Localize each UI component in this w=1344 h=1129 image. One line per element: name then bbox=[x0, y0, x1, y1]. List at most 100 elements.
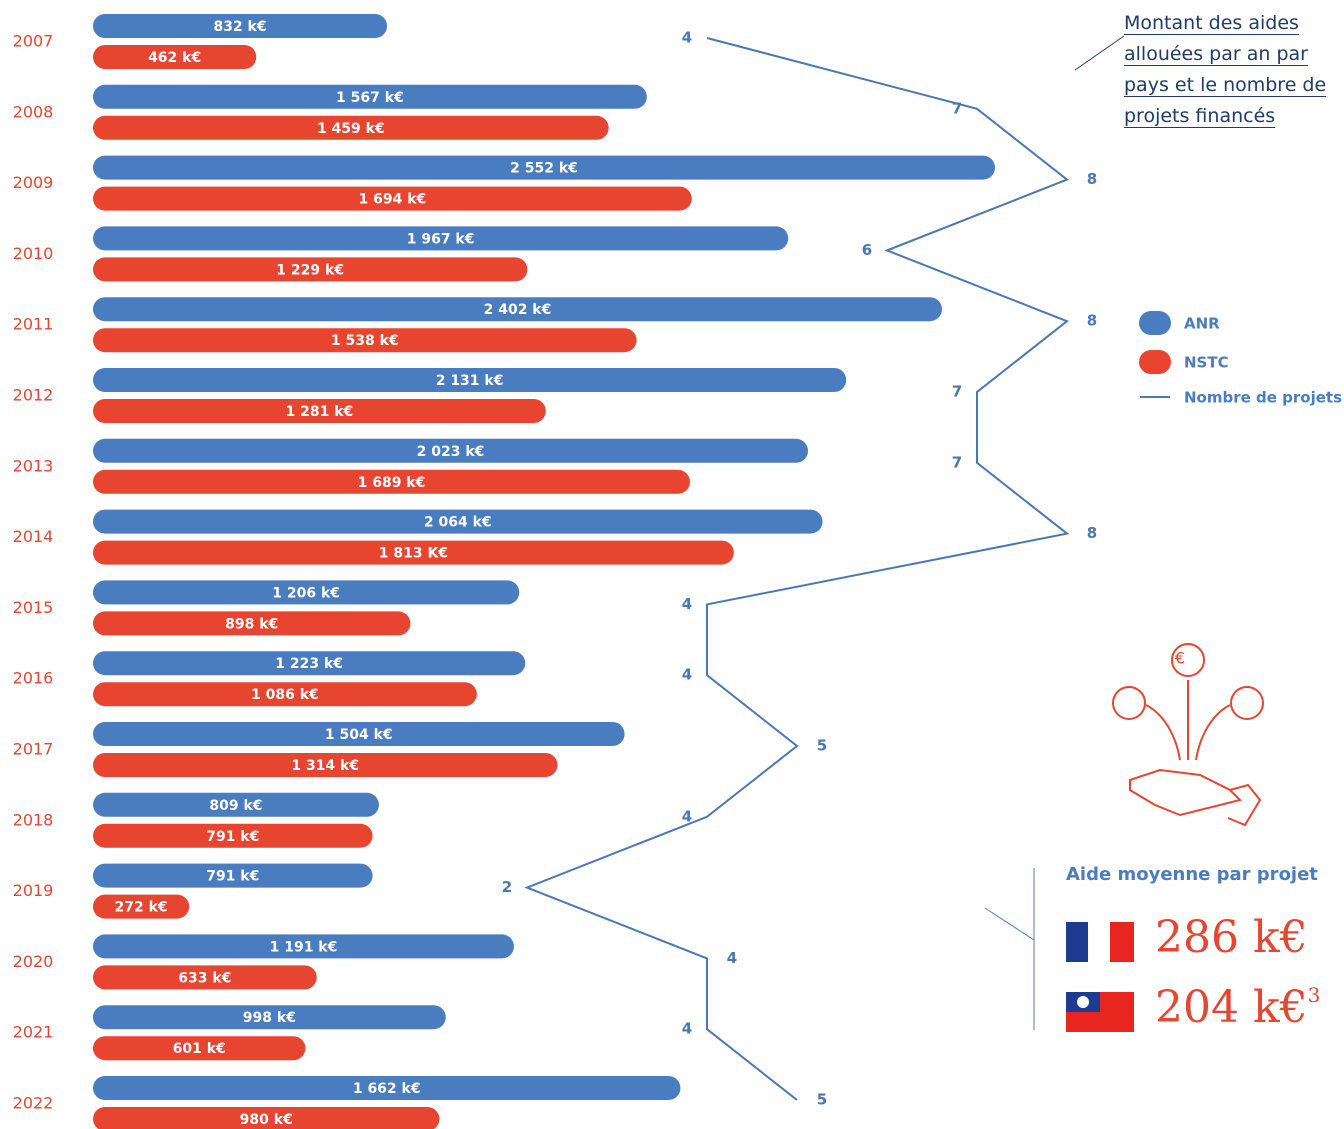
projects-label: 6 bbox=[862, 241, 872, 259]
bar bbox=[93, 45, 257, 69]
bar-label: 1 689 k€ bbox=[358, 475, 426, 491]
bar-label: 1 538 k€ bbox=[331, 333, 399, 349]
bar bbox=[93, 438, 809, 463]
bar-label: 980 k€ bbox=[240, 1112, 293, 1128]
bar-label: 832 k€ bbox=[213, 19, 266, 35]
bar bbox=[93, 257, 528, 282]
flag-taiwan bbox=[1066, 992, 1134, 1032]
projects-label: 4 bbox=[727, 949, 737, 967]
projects-label: 2 bbox=[502, 878, 512, 896]
divider-leader bbox=[984, 907, 1035, 941]
bar bbox=[93, 934, 514, 959]
bar bbox=[93, 399, 546, 423]
year-label: 2007 bbox=[13, 32, 54, 51]
bar bbox=[93, 1076, 681, 1100]
projects-label: 5 bbox=[817, 737, 827, 755]
legend-label: Nombre de projets bbox=[1184, 389, 1342, 407]
year-label: 2011 bbox=[13, 315, 54, 334]
bar-label: 1 191 k€ bbox=[270, 939, 338, 955]
average-taiwan: 204 k€ bbox=[1155, 982, 1308, 1033]
year-label: 2018 bbox=[13, 810, 54, 829]
bar bbox=[93, 1107, 440, 1129]
bar-label: 601 k€ bbox=[173, 1041, 226, 1057]
projects-label: 8 bbox=[1087, 312, 1097, 330]
projects-line bbox=[524, 37, 1070, 1101]
bar bbox=[93, 823, 373, 848]
bar-label: 633 k€ bbox=[178, 970, 231, 986]
bar bbox=[93, 297, 942, 322]
projects-label: 7 bbox=[952, 383, 962, 401]
bar bbox=[93, 155, 995, 180]
projects-label: 8 bbox=[1087, 524, 1097, 542]
bar bbox=[93, 186, 692, 211]
bar bbox=[93, 226, 789, 251]
bar-label: 1 086 k€ bbox=[251, 687, 319, 703]
bar-label: 898 k€ bbox=[225, 616, 278, 632]
bar bbox=[93, 1036, 306, 1061]
bar-label: 998 k€ bbox=[243, 1010, 296, 1026]
bar-label: 2 064 k€ bbox=[424, 515, 492, 531]
year-label: 2019 bbox=[13, 881, 54, 900]
bar bbox=[93, 115, 609, 140]
year-label: 2010 bbox=[13, 244, 54, 263]
annotation-text: Montant des aides allouées par an par pa… bbox=[1124, 12, 1327, 127]
bar bbox=[93, 894, 190, 919]
note-leader bbox=[1074, 35, 1125, 71]
bar-label: 1 314 k€ bbox=[291, 758, 359, 774]
bar bbox=[93, 651, 526, 676]
year-label: 2017 bbox=[13, 740, 54, 759]
bar-label: 1 504 k€ bbox=[325, 727, 393, 743]
bar-label: 462 k€ bbox=[148, 50, 201, 66]
bar-label: 1 813 K€ bbox=[379, 546, 448, 562]
bar-label: 1 459 k€ bbox=[317, 121, 385, 137]
bar-label: 1 967 k€ bbox=[407, 231, 475, 247]
year-label: 2009 bbox=[13, 173, 54, 192]
bar-label: 2 402 k€ bbox=[484, 302, 552, 318]
year-label: 2012 bbox=[13, 386, 54, 405]
year-label: 2013 bbox=[13, 456, 54, 475]
average-taiwan-wrap: 204 k€3 bbox=[1155, 982, 1320, 1033]
average-title: Aide moyenne par projet bbox=[1066, 864, 1318, 885]
bar bbox=[93, 328, 637, 353]
bar bbox=[93, 368, 847, 392]
bar bbox=[93, 965, 317, 990]
annotation: Montant des aides allouées par an par pa… bbox=[1124, 8, 1344, 132]
bar-label: 1 567 k€ bbox=[336, 90, 404, 106]
year-label: 2021 bbox=[13, 1023, 54, 1042]
money-icon bbox=[1112, 643, 1264, 827]
bar-label: 1 694 k€ bbox=[358, 192, 426, 208]
bar bbox=[93, 682, 477, 707]
bar-label: 1 229 k€ bbox=[276, 262, 344, 278]
bar-label: 2 131 k€ bbox=[436, 373, 504, 389]
projects-label: 4 bbox=[682, 1020, 692, 1038]
bar-label: 2 023 k€ bbox=[417, 444, 485, 460]
projects-label: 4 bbox=[682, 666, 692, 684]
year-label: 2022 bbox=[13, 1094, 54, 1113]
projects-label: 7 bbox=[952, 453, 962, 471]
bar bbox=[93, 863, 373, 888]
bar bbox=[93, 753, 558, 777]
legend-label: ANR bbox=[1184, 315, 1220, 333]
bar bbox=[93, 509, 823, 534]
projects-label: 4 bbox=[682, 595, 692, 613]
projects-label: 8 bbox=[1087, 170, 1097, 188]
legend-label: NSTC bbox=[1184, 354, 1229, 372]
legend-swatch bbox=[1139, 350, 1171, 374]
bar-label: 1 206 k€ bbox=[272, 585, 340, 601]
projects-label: 5 bbox=[817, 1091, 827, 1109]
bar bbox=[93, 84, 647, 109]
bar bbox=[93, 611, 411, 636]
projects-label: 7 bbox=[952, 99, 962, 117]
bar-label: 2 552 k€ bbox=[510, 161, 578, 177]
average-france: 286 k€ bbox=[1155, 912, 1308, 963]
footnote-mark: 3 bbox=[1307, 983, 1321, 1007]
bar bbox=[93, 540, 734, 565]
bar-label: 1 223 k€ bbox=[275, 656, 343, 672]
bar-label: 791 k€ bbox=[206, 829, 259, 845]
bar bbox=[93, 1005, 446, 1030]
bar-label: 791 k€ bbox=[206, 869, 259, 885]
year-label: 2014 bbox=[13, 527, 54, 546]
bar bbox=[93, 469, 690, 494]
bar-label: 1 662 k€ bbox=[353, 1081, 421, 1097]
